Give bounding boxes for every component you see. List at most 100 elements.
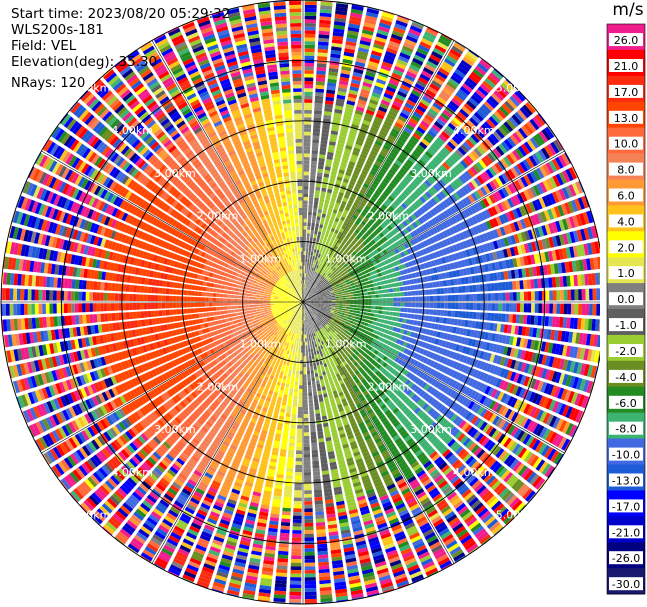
velocity-gate [326,290,330,293]
velocity-gate [488,252,495,261]
velocity-gate [412,57,424,66]
velocity-gate [476,312,481,320]
velocity-gate [329,64,339,70]
velocity-gate [308,399,313,404]
velocity-gate [448,326,454,333]
velocity-gate [365,15,378,22]
velocity-gate [501,103,512,114]
velocity-gate [331,295,336,298]
velocity-gate [532,200,540,211]
velocity-gate [436,331,442,338]
velocity-gate [317,165,324,170]
velocity-gate [480,293,485,301]
velocity-gate [325,287,329,291]
velocity-gate [466,100,477,110]
velocity-gate [358,176,365,183]
velocity-gate [425,289,430,295]
velocity-gate [314,230,318,235]
velocity-gate [320,294,324,297]
velocity-gate [374,313,379,318]
velocity-gate [334,229,339,234]
velocity-gate [310,424,316,429]
velocity-gate [357,296,361,299]
velocity-gate [307,330,310,335]
velocity-gate [438,133,448,143]
velocity-gate [330,265,335,270]
velocity-gate [440,64,452,74]
velocity-gate [361,220,367,226]
velocity-gate [574,303,579,315]
velocity-gate [555,343,561,355]
velocity-gate [581,288,586,301]
velocity-gate [444,302,448,309]
velocity-gate [307,273,309,278]
velocity-gate [528,327,534,337]
velocity-gate [303,410,309,415]
velocity-gate [525,203,533,214]
velocity-gate [505,211,513,222]
velocity-gate [304,295,306,299]
velocity-gate [336,214,341,219]
velocity-gate [495,250,502,260]
velocity-gate [499,238,506,248]
velocity-gate [512,314,517,324]
velocity-gate [303,388,308,393]
velocity-gate [451,343,457,351]
velocity-gate [432,47,445,57]
velocity-gate [555,249,561,261]
velocity-gate [487,263,493,272]
velocity-gate [328,279,333,283]
velocity-gate [305,296,309,300]
velocity-gate [304,291,307,296]
velocity-gate [589,288,593,301]
velocity-gate [425,89,436,98]
velocity-gate [323,260,327,265]
velocity-gate [309,290,313,294]
velocity-gate [306,302,311,303]
velocity-gate [501,282,506,291]
velocity-gate [340,241,346,246]
velocity-gate [306,292,308,296]
velocity-gate [363,143,372,150]
velocity-gate [367,295,372,299]
velocity-gate [340,69,351,75]
velocity-gate [402,318,407,324]
velocity-gate [345,292,350,295]
velocity-gate [537,239,544,251]
velocity-gate [331,297,336,299]
velocity-gate [310,286,313,290]
velocity-gate [407,67,419,76]
velocity-gate [334,245,339,251]
velocity-gate [395,207,403,215]
velocity-gate [417,284,422,290]
velocity-gate [418,44,430,53]
velocity-gate [491,333,497,342]
velocity-gate [437,167,445,176]
velocity-gate [422,153,431,162]
velocity-gate [347,284,352,288]
velocity-gate [316,287,320,291]
velocity-gate [433,76,444,86]
velocity-gate [319,150,326,156]
velocity-gate [303,414,309,418]
velocity-gate [441,256,447,264]
velocity-gate [361,169,368,176]
velocity-gate [427,57,440,66]
velocity-gate [473,303,477,310]
velocity-gate [391,128,400,136]
velocity-gate [307,229,311,234]
velocity-gate [372,88,383,96]
velocity-gate [371,50,383,57]
velocity-gate [353,68,364,75]
velocity-gate [519,280,524,290]
velocity-gate [375,32,388,40]
velocity-gate [432,207,440,215]
velocity-gate [332,248,337,254]
velocity-gate [371,205,378,212]
velocity-gate [479,59,491,70]
velocity-gate [393,26,406,35]
velocity-gate [435,281,440,288]
velocity-gate [468,217,475,226]
velocity-gate [568,167,577,180]
